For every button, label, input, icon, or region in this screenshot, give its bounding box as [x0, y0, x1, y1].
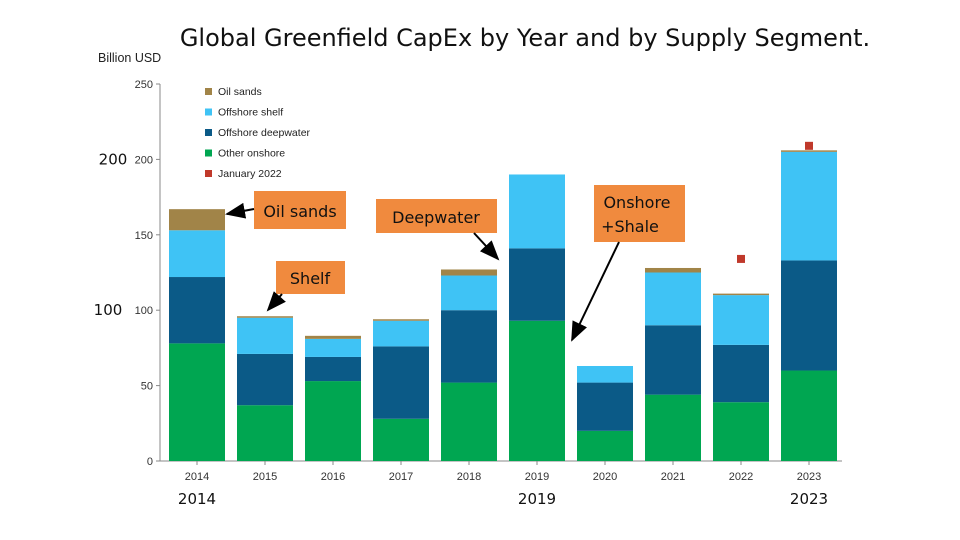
callout-label-oil-sands: Oil sands — [263, 202, 336, 221]
x-tick-label: 2015 — [253, 471, 277, 483]
y-tick-label: 250 — [135, 79, 153, 91]
bar-segment — [781, 150, 837, 152]
legend-swatch — [205, 170, 212, 177]
bar-segment — [713, 344, 769, 403]
bar-segment — [441, 382, 497, 461]
x-tick-label: 2020 — [593, 471, 617, 483]
callout-arrow-onshore-shale — [571, 241, 620, 342]
bar-segment — [781, 151, 837, 261]
bar-segment — [781, 260, 837, 371]
legend-swatch — [205, 108, 212, 116]
callout-box-deepwater — [376, 199, 497, 233]
bar-segment — [305, 356, 361, 382]
y-tick-label: 100 — [135, 305, 153, 317]
overlay-year-label: 2019 — [518, 490, 556, 508]
bar-segment — [713, 402, 769, 461]
x-tick-label: 2023 — [797, 471, 821, 483]
bar-segment — [645, 267, 701, 273]
bar-segment — [509, 248, 565, 321]
bar-segment — [645, 394, 701, 461]
callout-label-shelf: Shelf — [290, 269, 331, 288]
y-tick-label: 150 — [135, 230, 153, 242]
bar-segment — [713, 293, 769, 296]
callout-label-onshore-line2: +Shale — [601, 217, 659, 236]
legend-entry: Offshore shelf — [218, 107, 283, 119]
x-tick-label: 2019 — [525, 471, 549, 483]
bar-segment — [373, 418, 429, 461]
bar-segment — [441, 275, 497, 311]
x-tick-label: 2021 — [661, 471, 685, 483]
marker-point — [737, 254, 745, 263]
legend-swatch — [205, 129, 212, 136]
bar-segment — [237, 405, 293, 461]
bar-segment — [169, 230, 225, 278]
bar-segment — [645, 325, 701, 395]
y-tick-label: 0 — [147, 456, 153, 468]
bar-segment — [237, 317, 293, 354]
callout-arrow-shelf — [266, 291, 286, 312]
legend-entry: Oil sands — [218, 86, 262, 98]
legend-swatch — [205, 88, 212, 95]
bar-segment — [305, 335, 361, 339]
bar-segment — [237, 353, 293, 406]
callout-box-onshore-shale — [594, 185, 685, 242]
bar-segment — [373, 320, 429, 347]
x-tick-label: 2018 — [457, 471, 481, 483]
chart-title: Global Greenfield CapEx by Year and by S… — [179, 24, 871, 52]
y-tick-label: 200 — [135, 154, 153, 166]
bar-segment — [645, 272, 701, 326]
overlay-value-label: 200 — [99, 150, 128, 168]
callout-arrow-oil-sands — [225, 202, 255, 219]
overlay-value-label: 100 — [94, 301, 123, 319]
callout-label-deepwater: Deepwater — [392, 208, 480, 227]
bar-segment — [305, 381, 361, 461]
legend-swatch — [205, 149, 212, 157]
callout-arrow-deepwater — [473, 232, 500, 261]
bar-segment — [781, 370, 837, 461]
bar-segment — [169, 343, 225, 461]
bar-segment — [577, 365, 633, 383]
legend-entry: Offshore deepwater — [218, 127, 311, 139]
bar-segment — [169, 209, 225, 231]
legend-entry: January 2022 — [218, 168, 282, 180]
x-tick-label: 2016 — [321, 471, 345, 483]
legend-entry: Other onshore — [218, 148, 285, 160]
callout-box-shelf — [276, 261, 345, 294]
bar-segment — [373, 319, 429, 321]
marker-point — [805, 141, 813, 150]
bar-segment — [441, 310, 497, 383]
bar-segment — [441, 269, 497, 276]
bar-segment — [577, 430, 633, 461]
bar-segment — [169, 277, 225, 344]
bar-segment — [305, 338, 361, 357]
x-tick-label: 2022 — [729, 471, 753, 483]
x-tick-label: 2014 — [185, 471, 209, 483]
bar-segment — [373, 346, 429, 419]
bar-segment — [509, 174, 565, 249]
bar-segment — [577, 382, 633, 431]
bar-segment — [509, 320, 565, 461]
y-axis-label: Billion USD — [98, 51, 161, 65]
callout-box-oil-sands — [254, 191, 346, 229]
overlay-year-label: 2014 — [178, 490, 216, 508]
callout-label-onshore-line1: Onshore — [603, 193, 670, 212]
overlay-year-label: 2023 — [790, 490, 828, 508]
x-tick-label: 2017 — [389, 471, 413, 483]
bar-segment — [713, 295, 769, 345]
y-tick-label: 50 — [141, 381, 153, 393]
bar-segment — [237, 316, 293, 318]
